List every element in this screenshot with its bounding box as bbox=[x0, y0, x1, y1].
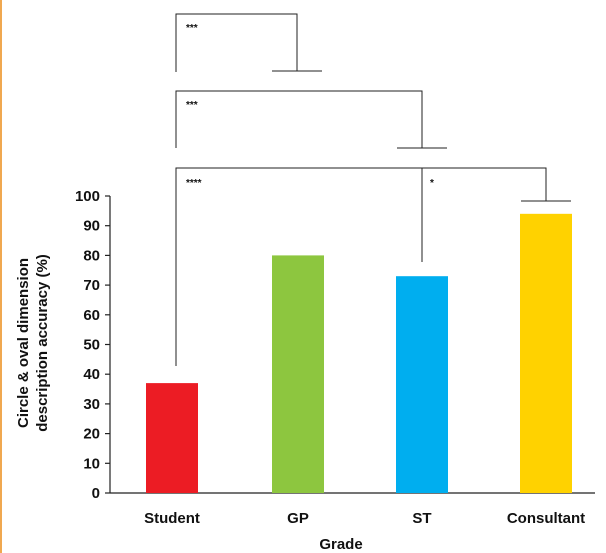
y-tick-label: 40 bbox=[83, 366, 100, 383]
y-tick-label: 30 bbox=[83, 396, 100, 413]
y-axis: 0 10 20 30 40 50 60 70 80 90 100 bbox=[75, 188, 111, 502]
x-tick-label: Student bbox=[144, 510, 200, 527]
x-tick-label: GP bbox=[287, 510, 309, 527]
significance-label: * bbox=[430, 178, 434, 189]
y-tick-label: 60 bbox=[83, 307, 100, 324]
y-tick-label: 20 bbox=[83, 426, 100, 443]
y-tick-label: 100 bbox=[75, 188, 100, 205]
y-tick-label: 90 bbox=[83, 218, 100, 235]
significance-label: *** bbox=[186, 100, 198, 111]
y-tick-label: 70 bbox=[83, 277, 100, 294]
bars bbox=[146, 213, 572, 493]
significance-bracket bbox=[175, 13, 298, 72]
y-tick-label: 10 bbox=[83, 455, 100, 472]
significance-label: **** bbox=[186, 178, 202, 189]
x-axis-title: Grade bbox=[319, 536, 362, 553]
bar-student bbox=[146, 383, 198, 493]
y-tick-label: 80 bbox=[83, 247, 100, 264]
y-axis-title-line-2: description accuracy (%) bbox=[34, 254, 51, 432]
x-axis: Student GP ST Consultant bbox=[110, 492, 595, 527]
x-tick-label: Consultant bbox=[507, 510, 585, 527]
bar-gp bbox=[272, 255, 324, 493]
significance-bracket bbox=[175, 90, 423, 148]
significance-label: *** bbox=[186, 23, 198, 34]
bar-consultant bbox=[520, 213, 572, 493]
y-tick-label: 0 bbox=[92, 485, 100, 502]
significance-bracket bbox=[175, 167, 547, 366]
y-axis-title: Circle & oval dimension description accu… bbox=[15, 254, 51, 432]
bar-st bbox=[396, 276, 448, 493]
y-tick-label: 50 bbox=[83, 337, 100, 354]
y-axis-title-line-1: Circle & oval dimension bbox=[15, 258, 32, 428]
x-tick-label: ST bbox=[412, 510, 431, 527]
significance-brackets: ********** * bbox=[175, 13, 571, 366]
